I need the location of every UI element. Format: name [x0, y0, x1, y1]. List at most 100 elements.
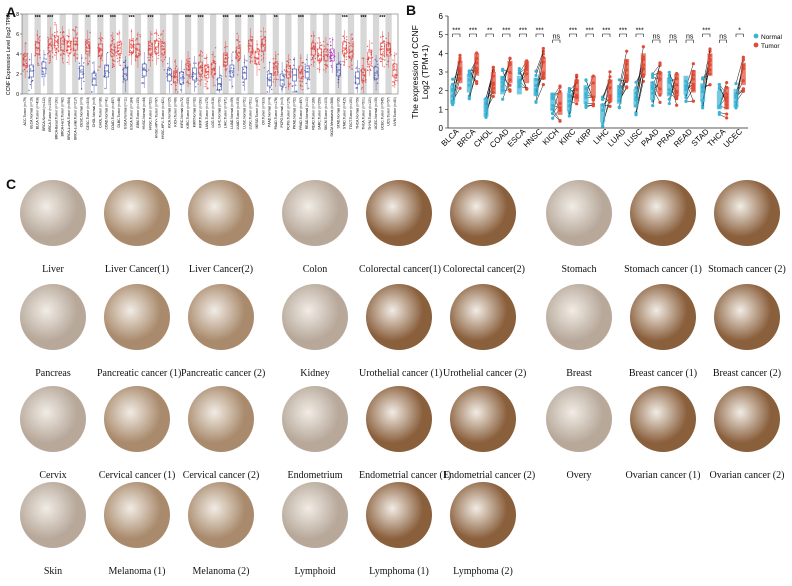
data-point — [319, 45, 321, 47]
x-tick-label: HNSC-HPV-.Tumor (n=421) — [161, 97, 165, 139]
tissue-caption: Pancreatic cancer (1) — [97, 368, 182, 379]
data-point — [370, 52, 372, 54]
data-point — [156, 33, 158, 35]
tissue-core-image — [450, 482, 516, 548]
tumor-point — [541, 49, 545, 53]
tissue-core-image — [450, 180, 516, 246]
data-point — [28, 89, 30, 92]
sig-bracket — [585, 33, 594, 37]
data-point — [38, 64, 40, 67]
tissue-core-image — [20, 180, 86, 246]
tissue-core-image — [546, 180, 612, 246]
tumor-box — [574, 79, 580, 102]
tumor-point — [525, 87, 529, 91]
significance-label: *** — [536, 28, 544, 35]
normal-box — [600, 103, 606, 123]
x-tick-label: BRCA-Her2.Tumor (n=82) — [61, 97, 65, 136]
data-point — [395, 53, 398, 55]
data-point — [48, 55, 50, 57]
data-point — [261, 41, 263, 43]
data-point — [88, 55, 91, 57]
y-tick-label: 5 — [439, 31, 444, 40]
normal-box — [733, 88, 739, 108]
normal-point — [601, 121, 605, 126]
tumor-point — [625, 86, 629, 90]
tissue-caption: Breast cancer (1) — [628, 368, 698, 379]
y-tick-label: 2 — [439, 87, 444, 96]
normal-box — [466, 73, 472, 93]
tissue-core-image — [630, 386, 696, 452]
data-point — [119, 64, 122, 67]
data-point — [213, 69, 215, 72]
data-point — [134, 58, 137, 60]
data-point — [314, 57, 317, 60]
data-point — [62, 62, 64, 64]
data-point — [269, 86, 271, 89]
normal-box — [716, 90, 722, 110]
data-point — [301, 69, 303, 71]
tissue-core-image — [714, 284, 780, 350]
tissue-caption: Cervical cancer (1) — [98, 470, 176, 481]
data-point — [316, 42, 319, 44]
data-point — [29, 83, 32, 86]
data-point — [242, 81, 245, 83]
tumor-box — [590, 75, 596, 99]
data-point — [273, 78, 275, 80]
data-point — [242, 68, 245, 71]
data-point — [342, 64, 345, 66]
data-point — [206, 80, 209, 83]
data-point — [331, 55, 333, 57]
data-point — [174, 60, 176, 63]
normal-box — [666, 77, 672, 97]
data-point — [55, 48, 57, 50]
data-point — [219, 85, 222, 88]
data-point — [288, 83, 290, 86]
data-point — [198, 75, 201, 78]
data-point — [282, 86, 284, 89]
data-point — [358, 68, 360, 70]
data-point — [177, 91, 179, 93]
data-point — [98, 47, 101, 49]
data-point — [160, 59, 162, 61]
x-tick-label: BRCA-LumB.Tumor (n=217) — [73, 97, 77, 140]
data-point — [318, 58, 321, 60]
tumor-point — [475, 79, 479, 84]
normal-box — [566, 92, 572, 112]
data-point — [344, 48, 346, 51]
data-point — [72, 29, 74, 31]
tumor-point — [541, 46, 545, 51]
data-point — [264, 36, 266, 39]
tumor-box — [640, 53, 646, 76]
data-point — [258, 69, 260, 71]
data-point — [48, 62, 51, 64]
significance-label: *** — [129, 15, 136, 21]
data-point — [47, 53, 49, 55]
data-point — [201, 52, 204, 54]
data-point — [211, 70, 214, 72]
tissue-caption: Stomach cancer (2) — [708, 264, 786, 275]
data-point — [92, 62, 94, 64]
data-point — [207, 87, 209, 90]
data-point — [363, 75, 365, 77]
data-point — [69, 53, 71, 55]
significance-label: *** — [502, 28, 510, 35]
data-point — [175, 75, 177, 77]
x-tick-label: KIRP — [575, 127, 595, 147]
data-point — [260, 30, 262, 33]
data-point — [41, 73, 43, 76]
significance-label: *** — [586, 28, 594, 35]
data-point — [60, 54, 62, 56]
data-point — [91, 91, 93, 93]
tissue-caption: Pancreas — [35, 368, 71, 379]
data-point — [214, 60, 216, 63]
data-point — [45, 58, 47, 60]
data-point — [211, 76, 214, 78]
column-shade — [159, 14, 167, 94]
data-point — [63, 31, 65, 33]
data-point — [301, 88, 304, 91]
data-point — [105, 65, 108, 67]
normal-box — [516, 75, 522, 95]
data-point — [111, 39, 113, 42]
tissue-caption: Urothelial cancer (1) — [359, 368, 443, 379]
data-point — [83, 80, 85, 83]
